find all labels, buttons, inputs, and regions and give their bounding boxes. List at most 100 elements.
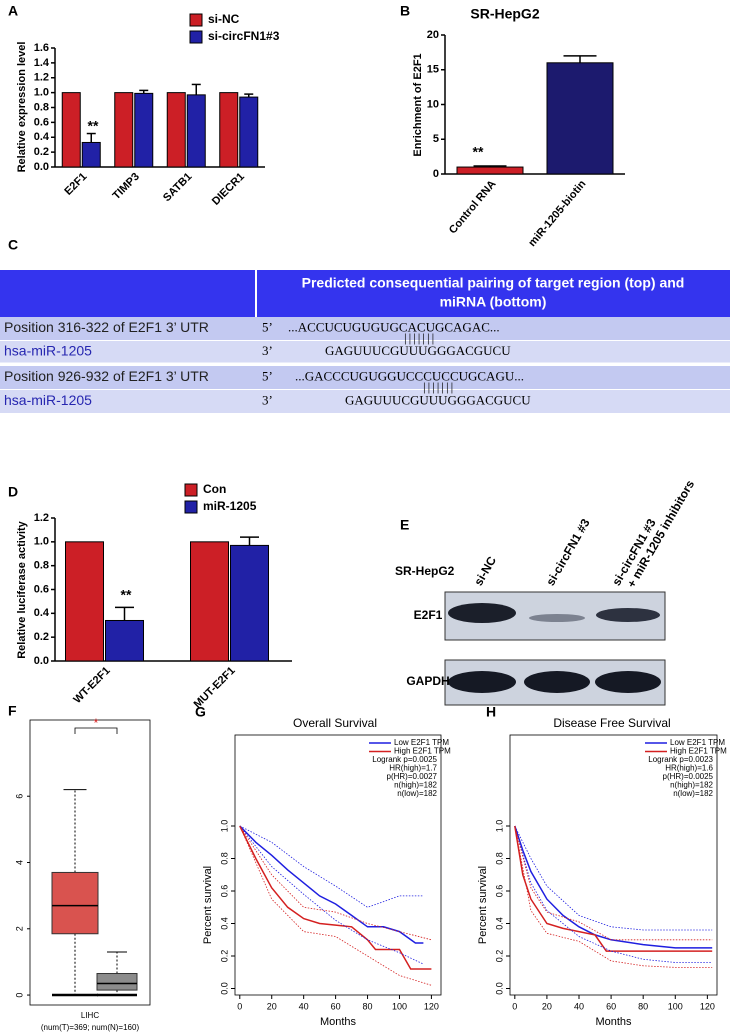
x-tick-label: 80 [638,1001,648,1011]
x-axis-label: Months [320,1016,357,1028]
y-axis-label: Enrichment of E2F1 [412,53,424,156]
strand-end: 3’ [262,392,273,407]
y-tick-label: 0.8 [34,101,49,113]
y-tick-label: 1.0 [34,536,49,548]
x-tick-label: 0 [512,1001,517,1011]
table-header-text: Predicted consequential pairing of targe… [302,275,685,291]
annotation: * [94,716,99,730]
x-axis-sublabel: (num(T)=369; num(N)=160) [41,1023,140,1032]
survival-curve [514,825,713,949]
box [51,871,99,935]
confidence-band [239,825,424,908]
lane-label: + miR-1205 inhibitors [624,477,697,590]
y-tick-label: 0.0 [494,982,504,995]
y-tick-label: 4 [14,860,24,865]
table-row [0,366,730,389]
chart-title: Disease Free Survival [553,716,670,730]
row-label: Position 926-932 of E2F1 3’ UTR [4,368,209,384]
legend-stat: HR(high)=1.6 [665,764,713,773]
x-tick-label: 20 [267,1001,277,1011]
bar [546,62,614,175]
confidence-band [239,825,424,965]
legend-swatch [184,500,198,514]
y-tick-label: 0.4 [494,917,504,930]
legend-stat: p(HR)=0.0027 [387,772,438,781]
band [596,608,660,622]
y-tick-label: 0 [14,993,24,998]
panel-label: A [8,3,18,19]
sequence: ...GACCCUGUGGUCCCUCCUGCAGU... [295,368,524,383]
x-tick-label: miR-1205-biotin [526,178,588,249]
legend-stat: n(low)=182 [673,789,713,798]
y-tick-label: 1.0 [219,820,229,833]
band [595,671,661,693]
strand-end: 3’ [262,343,273,358]
panel-label: F [8,703,17,719]
x-tick-label: 0 [237,1001,242,1011]
pairing: ||||||| [404,330,436,345]
y-tick-label: 1.6 [34,42,49,54]
legend-stat: p(HR)=0.0025 [663,772,714,781]
x-tick-label: 100 [392,1001,407,1011]
bar [134,92,154,168]
y-tick-label: 0.0 [219,982,229,995]
legend-label: Con [203,482,226,496]
panel-label: E [400,517,409,533]
bar [61,92,81,168]
bar [65,541,104,662]
confidence-band [514,825,713,963]
y-tick-label: 5 [433,133,439,145]
x-tick-label: 40 [299,1001,309,1011]
y-axis-label: Relative expression level [16,42,28,173]
x-tick-label: 120 [700,1001,715,1011]
legend-stat: Logrank p=0.0025 [372,755,437,764]
y-tick-label: 0.8 [219,852,229,865]
legend-swatch [189,13,203,27]
y-tick-label: 1.0 [494,820,504,833]
confidence-band [514,825,713,941]
y-tick-label: 0.2 [219,950,229,963]
band [524,671,590,693]
strand-end: 5’ [262,368,273,383]
x-axis-label: LIHC [81,1011,99,1020]
bar [114,92,134,168]
legend-stat: HR(high)=1.7 [389,764,437,773]
panel-label: G [195,704,206,720]
band [448,603,516,623]
y-tick-label: 0.8 [494,852,504,865]
bar [186,94,206,168]
y-axis-label: Percent survival [477,866,489,944]
chart-title: SR-HepG2 [470,6,539,22]
pairing: ||||||| [423,379,455,394]
y-tick-label: 1.2 [34,512,49,524]
x-tick-label: 60 [606,1001,616,1011]
y-tick-label: 0.2 [494,950,504,963]
x-tick-label: WT-E2F1 [71,665,112,706]
x-tick-label: 80 [363,1001,373,1011]
sequence: GAGUUUCGUUUGGGACGUCU [325,343,511,358]
y-tick-label: 0.4 [219,917,229,930]
y-tick-label: 10 [427,98,439,110]
y-tick-label: 1.4 [34,57,50,69]
y-tick-label: 20 [427,29,439,41]
y-tick-label: 0.6 [494,885,504,898]
survival-curve [514,825,713,952]
legend-swatch [184,483,198,497]
annotation: ** [121,587,132,603]
bar [239,96,259,168]
y-tick-label: 0.6 [34,116,49,128]
x-tick-label: 20 [542,1001,552,1011]
x-tick-label: 40 [574,1001,584,1011]
table-header-text: miRNA (bottom) [440,294,547,310]
y-tick-label: 6 [14,794,24,799]
bar [166,92,186,168]
plot-frame [509,734,718,996]
protein-label: GAPDH [406,674,449,688]
legend-label: si-circFN1#3 [208,29,280,43]
panel-label: D [8,484,18,500]
legend-label: miR-1205 [203,499,257,513]
band [529,614,585,622]
plot-frame [234,734,442,996]
bar [219,92,239,168]
legend-label: High E2F1 TPM [670,747,727,756]
